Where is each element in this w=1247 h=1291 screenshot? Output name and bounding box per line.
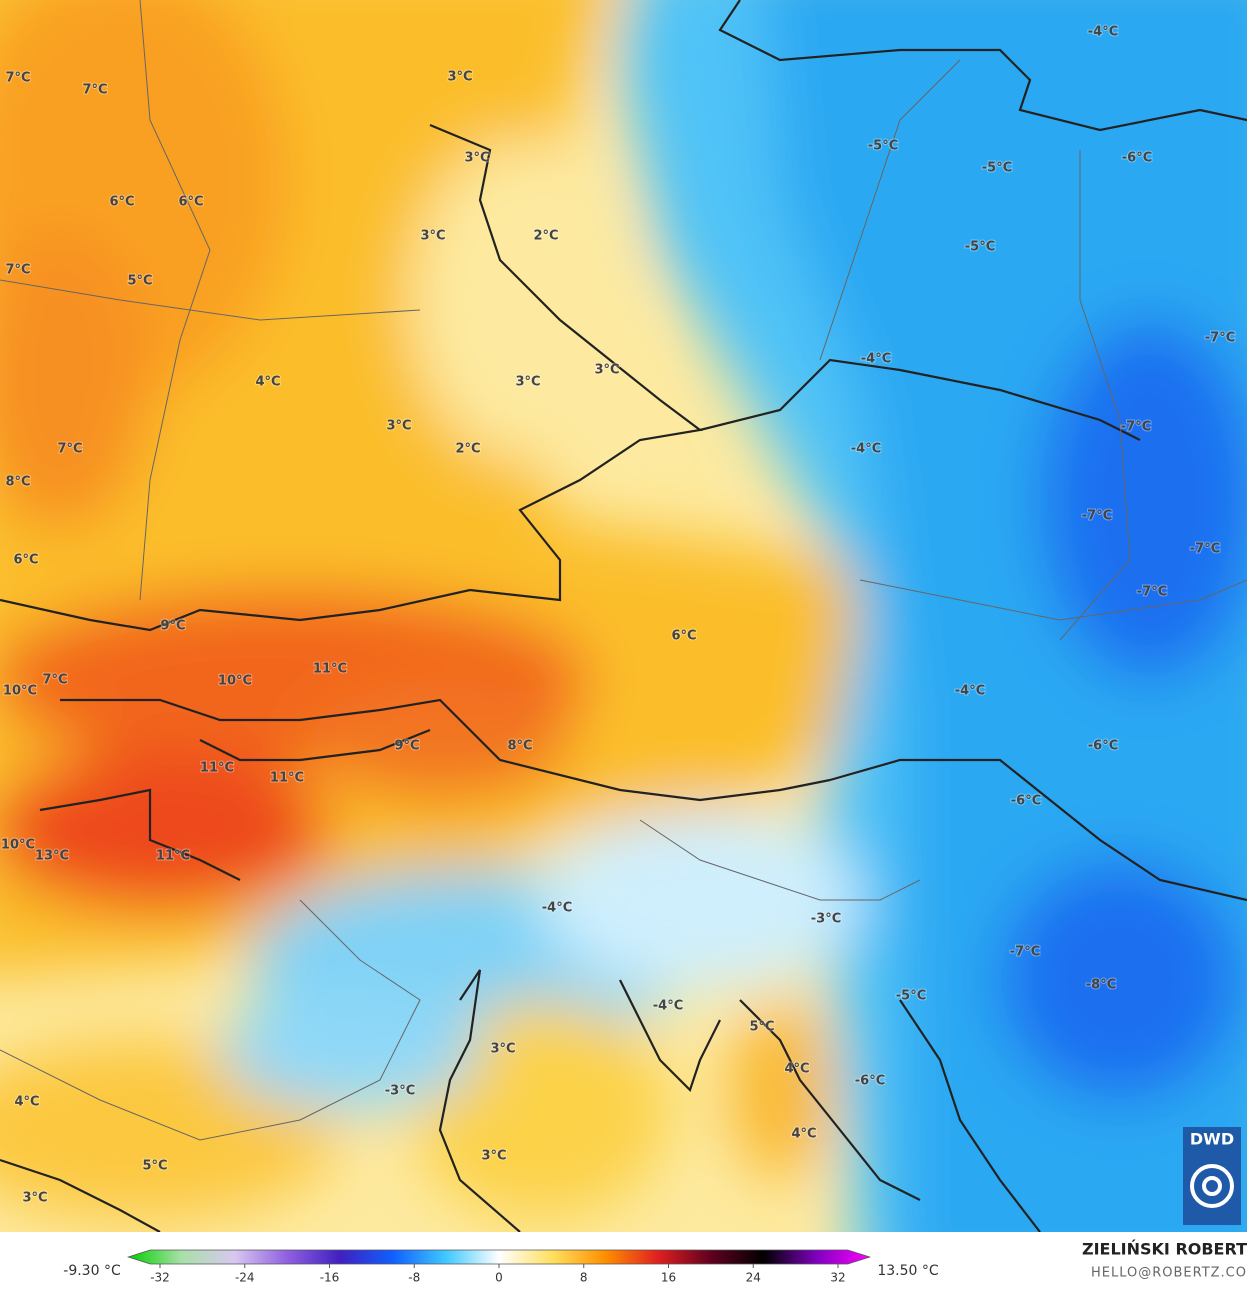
temperature-label: -5°C <box>896 989 926 1004</box>
colorbar-tick-label: 8 <box>580 1271 588 1285</box>
temperature-label: 5°C <box>142 1159 167 1174</box>
temperature-label: 4°C <box>14 1095 39 1110</box>
temperature-label: 4°C <box>255 375 280 390</box>
temperature-label: 7°C <box>42 673 67 688</box>
temperature-label: -4°C <box>653 999 683 1014</box>
temperature-label: -4°C <box>1088 25 1118 40</box>
colorbar-tick-label: -16 <box>320 1271 340 1285</box>
temperature-label: 3°C <box>594 363 619 378</box>
max-label: 13.50 °C <box>877 1263 939 1279</box>
temperature-label: 7°C <box>5 71 30 86</box>
temperature-label: -5°C <box>868 139 898 154</box>
temperature-label: 3°C <box>490 1042 515 1057</box>
temperature-label: 11°C <box>270 771 304 786</box>
temperature-label: 5°C <box>127 274 152 289</box>
temperature-label: 2°C <box>533 229 558 244</box>
colorbar-tick-label: -8 <box>408 1271 420 1285</box>
temperature-label: 3°C <box>420 229 445 244</box>
temperature-label: -7°C <box>1205 331 1235 346</box>
temperature-label: 9°C <box>394 739 419 754</box>
logo-swirl <box>1202 1176 1222 1196</box>
temperature-label: -4°C <box>861 352 891 367</box>
temperature-label: -6°C <box>1122 151 1152 166</box>
temperature-label: -4°C <box>955 684 985 699</box>
temperature-label: 6°C <box>109 195 134 210</box>
temperature-label: -6°C <box>1011 794 1041 809</box>
temperature-label: 7°C <box>57 442 82 457</box>
colorbar-tick-label: 24 <box>746 1271 761 1285</box>
temperature-label: 11°C <box>200 761 234 776</box>
country-borders <box>0 0 1247 1232</box>
temperature-label: 3°C <box>464 151 489 166</box>
colorbar-tick-label: -32 <box>150 1271 170 1285</box>
temperature-label: 10°C <box>3 684 37 699</box>
temperature-label: -5°C <box>982 161 1012 176</box>
temperature-label: -7°C <box>1121 420 1151 435</box>
temperature-label: -7°C <box>1010 945 1040 960</box>
colorbar-tick-label: -24 <box>235 1271 255 1285</box>
min-label: -9.30 °C <box>63 1263 121 1279</box>
temperature-label: 3°C <box>22 1191 47 1206</box>
temperature-label: 11°C <box>156 849 190 864</box>
temperature-label: 7°C <box>82 83 107 98</box>
region-borders <box>0 0 1247 1141</box>
temperature-label: -7°C <box>1190 542 1220 557</box>
temperature-label: -6°C <box>1088 739 1118 754</box>
temperature-label: -7°C <box>1137 585 1167 600</box>
temperature-label: 5°C <box>749 1020 774 1035</box>
temperature-label: 6°C <box>13 553 38 568</box>
temperature-label: 3°C <box>386 419 411 434</box>
temperature-label: -5°C <box>965 240 995 255</box>
temperature-label: 10°C <box>218 674 252 689</box>
temperature-label: -3°C <box>385 1084 415 1099</box>
logo-swirl <box>1190 1164 1234 1208</box>
temperature-label: 3°C <box>481 1149 506 1164</box>
colorbar-tick-label: 16 <box>661 1271 676 1285</box>
colorbar <box>126 1249 872 1265</box>
temperature-label: 13°C <box>35 849 69 864</box>
temperature-label: 7°C <box>5 263 30 278</box>
temperature-label: 6°C <box>178 195 203 210</box>
temperature-label: 2°C <box>455 442 480 457</box>
temperature-label: 8°C <box>507 739 532 754</box>
credit-name: ZIELIŃSKI ROBERT <box>1082 1240 1247 1259</box>
temperature-label: -4°C <box>542 901 572 916</box>
temperature-label: 11°C <box>313 662 347 677</box>
temperature-label: 10°C <box>1 838 35 853</box>
temperature-label: 9°C <box>160 619 185 634</box>
credit-email: HELLO@ROBERTZ.CO <box>1091 1266 1247 1281</box>
temperature-label: 4°C <box>784 1062 809 1077</box>
temperature-label: 6°C <box>671 629 696 644</box>
temperature-label: 8°C <box>5 475 30 490</box>
temperature-label: 3°C <box>447 70 472 85</box>
temperature-label: 3°C <box>515 375 540 390</box>
logo-text: DWD <box>1190 1130 1234 1149</box>
temperature-label: -7°C <box>1082 509 1112 524</box>
colorbar-tick-label: 32 <box>830 1271 845 1285</box>
temperature-label: -3°C <box>811 912 841 927</box>
temperature-label: -4°C <box>851 442 881 457</box>
colorbar-tick-label: 0 <box>495 1271 503 1285</box>
temperature-label: -8°C <box>1086 978 1116 993</box>
temperature-label: 4°C <box>791 1127 816 1142</box>
temperature-label: -6°C <box>855 1074 885 1089</box>
